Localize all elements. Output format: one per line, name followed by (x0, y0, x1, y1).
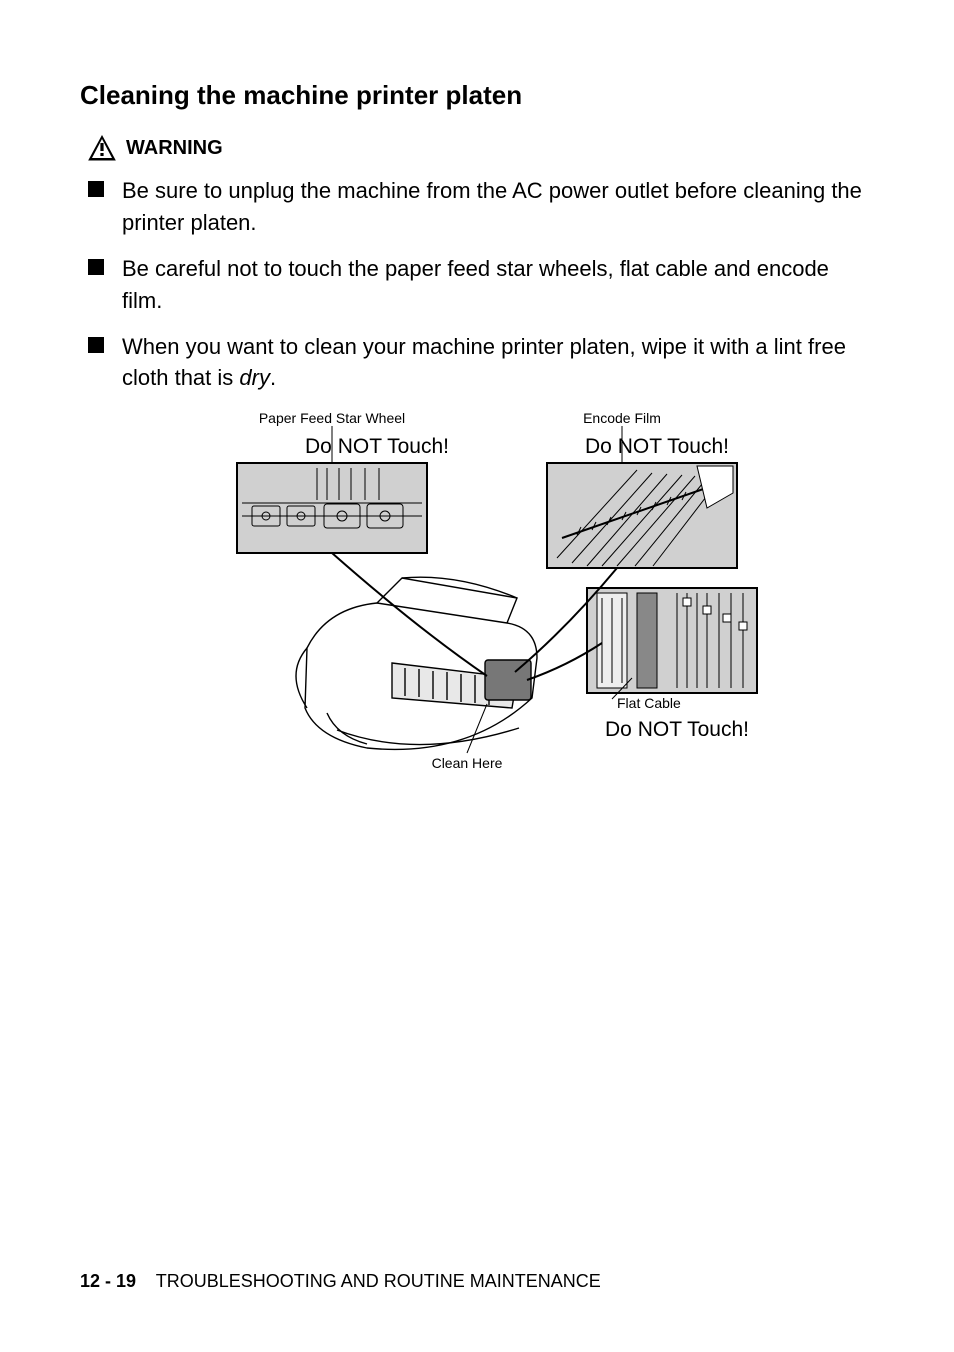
label-do-not-touch-3: Do NOT Touch! (605, 718, 749, 741)
bullet-text: When you want to clean your machine prin… (122, 331, 874, 395)
square-bullet-icon (88, 181, 104, 197)
square-bullet-icon (88, 259, 104, 275)
label-encode-film: Encode Film (583, 410, 661, 426)
page-title: Cleaning the machine printer platen (80, 80, 874, 111)
square-bullet-icon (88, 337, 104, 353)
bullet-text: Be sure to unplug the machine from the A… (122, 175, 874, 239)
printer-main-outline (296, 578, 537, 750)
callout-paper-feed (237, 463, 427, 553)
bullet-text-em: dry (239, 365, 270, 390)
warning-row: WARNING (80, 135, 874, 161)
page-number: 12 - 19 (80, 1271, 136, 1291)
bullet-item: Be sure to unplug the machine from the A… (88, 175, 874, 239)
leader-lines (332, 553, 617, 680)
page-footer: 12 - 19 TROUBLESHOOTING AND ROUTINE MAIN… (80, 1271, 601, 1292)
printer-platen-diagram: Paper Feed Star Wheel Encode Film Do NOT… (167, 408, 787, 828)
footer-section: TROUBLESHOOTING AND ROUTINE MAINTENANCE (156, 1271, 601, 1291)
bullet-text-suffix: . (270, 365, 276, 390)
bullet-item: When you want to clean your machine prin… (88, 331, 874, 395)
callout-flat-cable (587, 588, 757, 693)
bullet-text: Be careful not to touch the paper feed s… (122, 253, 874, 317)
bullet-item: Be careful not to touch the paper feed s… (88, 253, 874, 317)
warning-triangle-icon (88, 135, 116, 161)
label-do-not-touch-2: Do NOT Touch! (585, 435, 729, 458)
warning-label: WARNING (126, 137, 223, 160)
label-flat-cable: Flat Cable (617, 695, 681, 711)
label-do-not-touch-1: Do NOT Touch! (305, 435, 449, 458)
warning-bullet-list: Be sure to unplug the machine from the A… (80, 175, 874, 394)
bullet-text-prefix: When you want to clean your machine prin… (122, 334, 846, 391)
label-clean-here: Clean Here (432, 755, 503, 771)
callout-encode-film (547, 463, 737, 568)
label-paper-feed: Paper Feed Star Wheel (259, 410, 405, 426)
